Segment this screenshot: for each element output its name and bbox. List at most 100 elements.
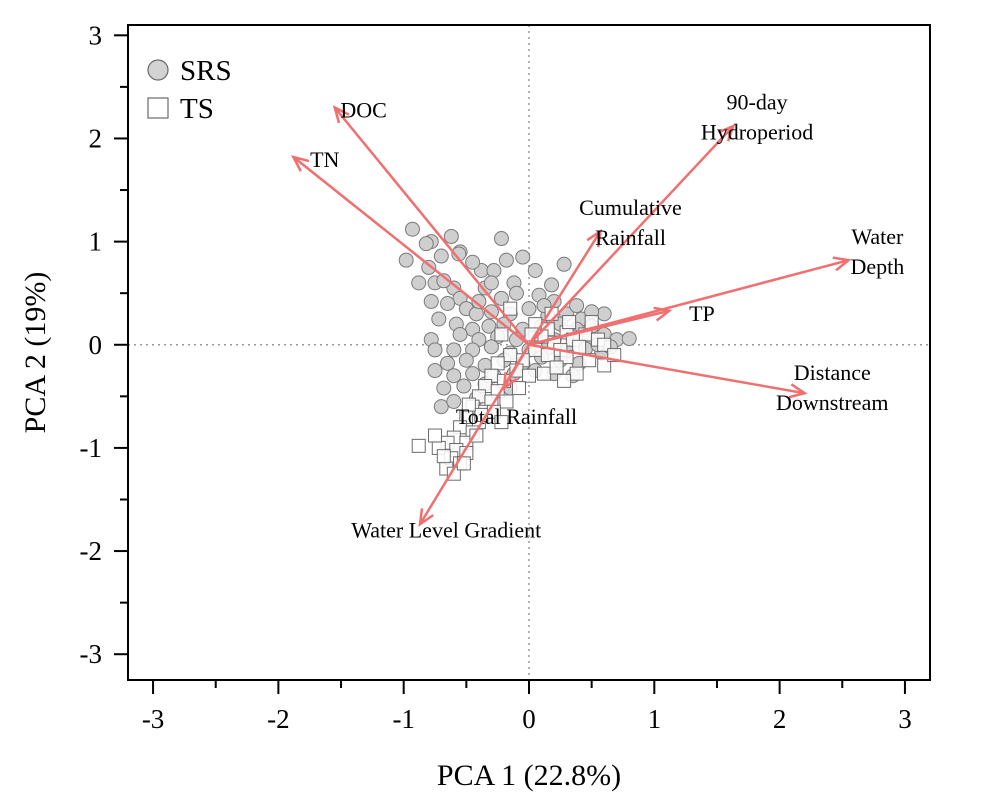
point-srs	[446, 368, 462, 384]
x-tick-label: 1	[648, 704, 662, 734]
point-srs	[508, 285, 524, 301]
point-srs	[427, 342, 443, 358]
vector-label-90-day-hydroperiod: 90-day Hydroperiod	[701, 90, 813, 145]
point-srs	[483, 304, 499, 320]
zero-lines	[128, 25, 930, 680]
point-srs	[446, 342, 462, 358]
axes: -3 -2 -1 0 1 2 3 -3 -2 -1 0 1 2 3	[80, 20, 912, 734]
point-srs	[452, 326, 468, 342]
point-ts	[540, 348, 555, 363]
point-srs	[458, 352, 474, 368]
point-srs	[481, 318, 497, 334]
point-srs	[527, 262, 543, 278]
point-srs	[436, 273, 452, 289]
y-tick-label: 3	[89, 20, 103, 50]
point-srs	[431, 311, 447, 327]
point-srs	[483, 275, 499, 291]
vector-label-distance-downstream: Distance Downstream	[776, 360, 888, 415]
data-points	[398, 221, 637, 481]
vector-90-day-hydroperiod	[528, 125, 735, 346]
point-srs	[411, 275, 427, 291]
point-ts	[436, 449, 451, 464]
point-srs	[427, 363, 443, 379]
point-ts	[499, 394, 514, 409]
y-axis-label: PCA 2 (19%)	[19, 272, 52, 434]
point-srs	[404, 221, 420, 237]
vector-tp	[528, 309, 670, 346]
point-srs	[544, 277, 560, 293]
point-ts	[503, 301, 518, 316]
point-ts	[522, 368, 536, 383]
point-ts	[537, 366, 552, 381]
point-srs	[443, 228, 459, 244]
point-srs	[421, 259, 437, 275]
point-srs	[440, 296, 456, 312]
point-ts	[494, 327, 509, 342]
vector-cumulative-rainfall	[527, 230, 602, 346]
point-srs	[486, 262, 502, 278]
vector-arrowhead-tp	[653, 306, 673, 322]
point-ts	[511, 381, 526, 396]
point-srs	[446, 393, 462, 409]
vector-label-water-level-gradient: Water Level Gradient	[351, 517, 541, 542]
legend-marker-srs	[147, 59, 169, 81]
vector-arrowhead-water-depth	[832, 256, 852, 272]
y-tick-label: -1	[80, 433, 103, 463]
vector-label-water-depth: Water Depth	[850, 224, 904, 279]
vector-arrowhead-tn	[291, 155, 310, 172]
vector-label-total-rainfall: Total Rainfall	[456, 404, 577, 429]
point-srs	[456, 378, 472, 394]
point-srs	[398, 252, 414, 268]
y-tick-label: 1	[89, 227, 103, 257]
point-srs	[465, 254, 481, 270]
point-srs	[471, 293, 487, 309]
vector-label-cumulative-rainfall: Cumulative Rainfall	[579, 195, 682, 250]
x-tick-label: 2	[773, 704, 787, 734]
point-srs	[423, 293, 439, 309]
y-tick-label: -2	[80, 536, 103, 566]
x-tick-label: -2	[267, 704, 290, 734]
vector-arrowhead-distance-downstream	[788, 383, 808, 399]
point-ts	[490, 356, 505, 371]
legend-marker-ts	[147, 97, 169, 119]
vector-arrowhead-water-level-gradient	[418, 508, 434, 527]
point-srs	[596, 306, 612, 322]
x-tick-label: -1	[392, 704, 415, 734]
point-srs	[483, 339, 499, 355]
point-ts	[503, 348, 518, 363]
x-tick-label: -3	[142, 704, 165, 734]
point-ts	[428, 428, 443, 443]
y-tick-label: -3	[80, 639, 103, 669]
point-srs	[621, 331, 637, 347]
point-srs	[521, 301, 537, 317]
y-tick-label: 0	[89, 330, 103, 360]
point-srs	[465, 366, 481, 382]
point-ts	[549, 360, 564, 375]
vector-water-level-gradient	[418, 344, 531, 525]
point-ts	[569, 366, 584, 381]
x-axis-label: PCA 1 (22.8%)	[437, 759, 621, 792]
point-ts	[572, 339, 587, 354]
point-ts	[494, 415, 509, 430]
legend: SRS TS	[147, 55, 232, 125]
vector-arrowhead-cumulative-rainfall	[586, 228, 603, 248]
point-ts	[597, 337, 612, 352]
point-ts	[461, 397, 476, 412]
point-ts	[557, 373, 572, 388]
vector-arrowhead-doc	[332, 105, 350, 124]
point-srs	[418, 236, 434, 252]
point-srs	[468, 306, 484, 322]
point-srs	[493, 231, 509, 247]
vector-label-tn: TN	[310, 147, 339, 172]
x-tick-label: 3	[898, 704, 912, 734]
point-srs	[440, 355, 456, 371]
point-srs	[433, 399, 449, 415]
x-tick-label: 0	[522, 704, 536, 734]
vector-label-doc: DOC	[340, 98, 386, 123]
point-srs	[556, 256, 572, 272]
legend-label-srs: SRS	[180, 55, 232, 87]
y-tick-label: 2	[89, 123, 103, 153]
point-srs	[433, 248, 449, 264]
